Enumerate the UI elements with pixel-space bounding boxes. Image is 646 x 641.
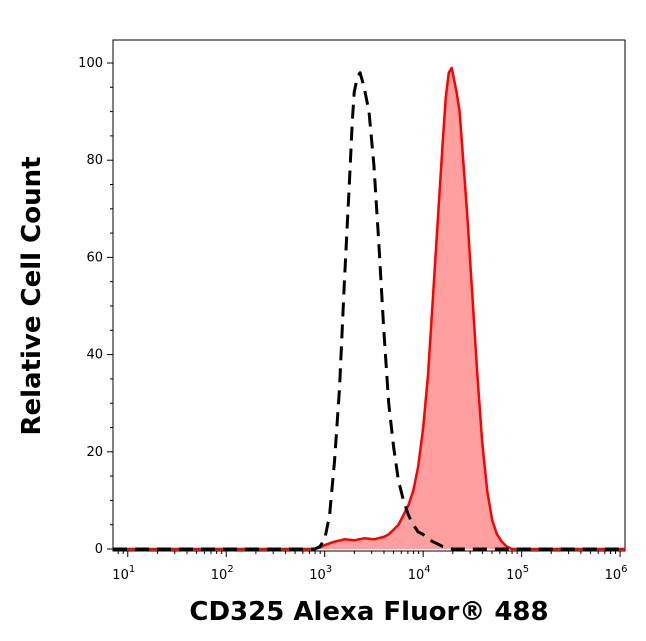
series-layer — [113, 66, 625, 551]
series-1-line — [113, 66, 625, 551]
x-tick-label: 101 — [112, 564, 135, 583]
y-tick-label: 40 — [86, 348, 103, 363]
x-tick-label: 102 — [211, 564, 234, 583]
series-0-line — [113, 71, 625, 551]
x-tick-label: 103 — [309, 564, 332, 583]
x-tick-label: 105 — [506, 564, 529, 583]
y-tick-label: 60 — [86, 250, 103, 265]
x-axis-title: CD325 Alexa Fluor® 488 — [189, 597, 548, 627]
x-tick-label: 104 — [408, 564, 431, 583]
x-axis-ticks: 101 102 103 104 105 106 — [112, 551, 628, 583]
y-tick-label: 0 — [95, 542, 103, 557]
y-tick-label: 100 — [78, 56, 103, 71]
y-tick-label: 80 — [86, 153, 103, 168]
y-axis-title: Relative Cell Count — [17, 156, 47, 435]
y-axis-ticks: 0 20 40 60 80 100 — [78, 56, 113, 557]
x-tick-label: 106 — [605, 564, 628, 583]
y-tick-label: 20 — [86, 445, 103, 460]
